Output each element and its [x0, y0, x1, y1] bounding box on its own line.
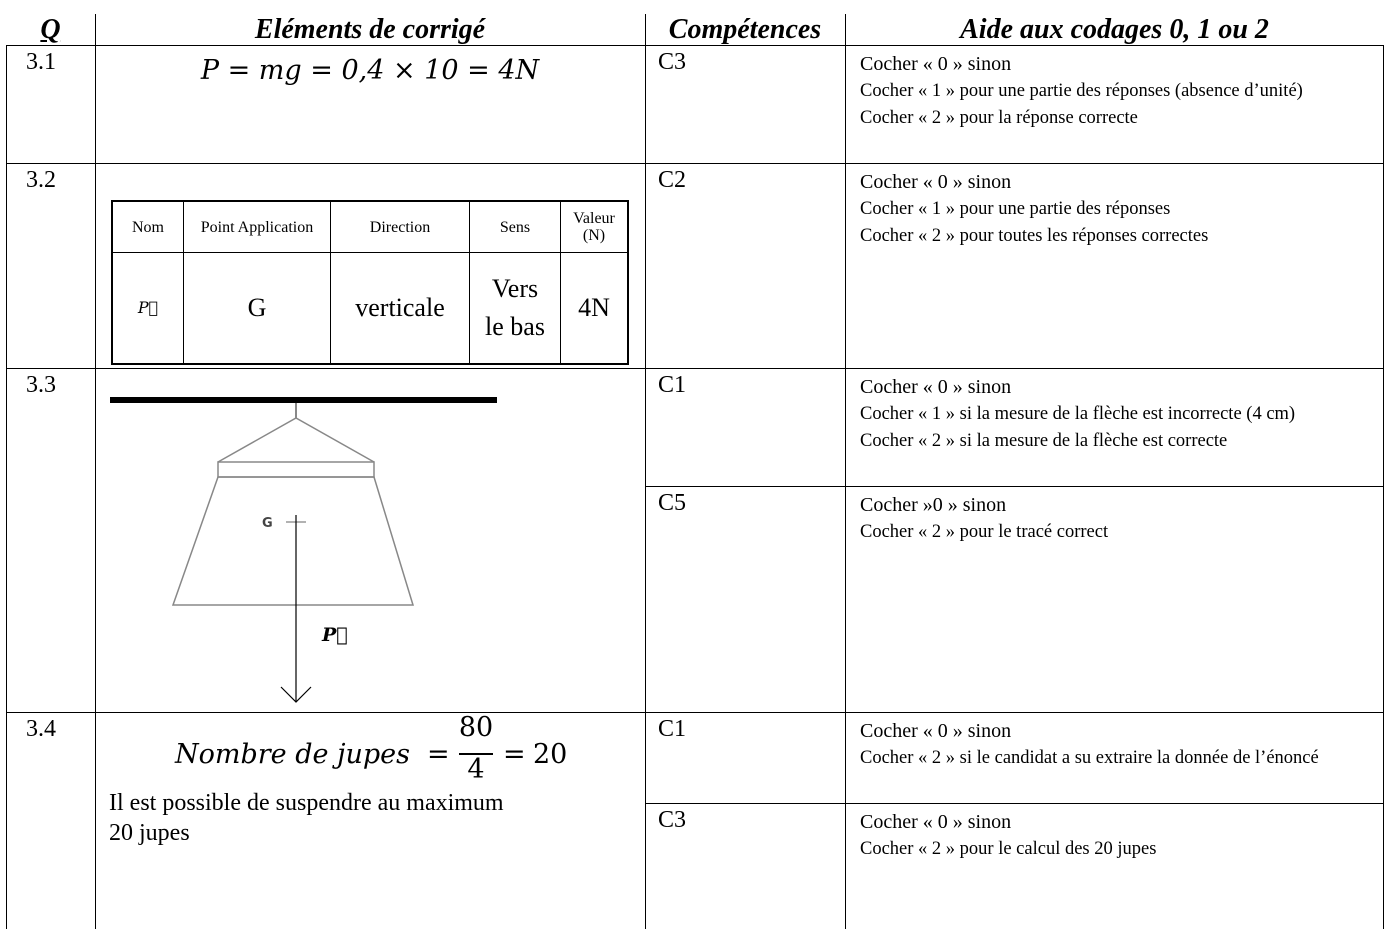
formula-equals: =	[427, 739, 450, 770]
aide-line: Cocher »0 » sinon	[860, 494, 1007, 516]
aide: Cocher « 0 » sinon Cocher « 1 » pour une …	[860, 51, 1370, 132]
competence: C3	[658, 49, 687, 75]
aide-line: Cocher « 0 » sinon	[860, 171, 1012, 193]
aide: Cocher « 0 » sinon Cocher « 2 » pour le c…	[860, 809, 1370, 863]
header-q: Q	[40, 14, 61, 45]
border	[845, 14, 846, 929]
formula-result: 20	[533, 739, 568, 770]
header-elements: Eléments de corrigé	[254, 14, 486, 45]
table-cell: G	[183, 252, 331, 365]
formula: Nombre de jupes = 80 4 = 20	[175, 712, 605, 788]
fraction-bar	[459, 753, 493, 755]
formula: P = mg = 0,4 × 10 = 4N	[200, 55, 540, 86]
border	[6, 163, 1384, 164]
aide-line: Cocher « 1 » si la mesure de la flèche e…	[860, 404, 1296, 424]
question: 3.4	[26, 716, 56, 742]
aide-line: Cocher « 2 » si le candidat a su extrair…	[860, 748, 1319, 768]
question: 3.1	[26, 49, 56, 75]
aide-line: Cocher « 0 » sinon	[860, 53, 1012, 75]
aide-line: Cocher « 2 » pour le calcul des 20 jupes	[860, 839, 1157, 859]
aide-line: Cocher « 2 » pour le tracé correct	[860, 522, 1109, 542]
border	[6, 45, 7, 929]
table-header: Direction	[330, 200, 470, 253]
header-aide: Aide aux codages 0, 1 ou 2	[960, 14, 1269, 45]
aide-line: Cocher « 0 » sinon	[860, 720, 1012, 742]
table-cell: 4N	[560, 252, 629, 365]
force-table: Nom Point Application Direction Sens Val…	[111, 200, 629, 365]
border	[645, 14, 646, 929]
border	[6, 712, 1384, 713]
aide: Cocher « 0 » sinon Cocher « 1 » pour une …	[860, 169, 1370, 250]
border	[1383, 45, 1384, 929]
competence: C2	[658, 167, 687, 193]
answer-text: Il est possible de suspendre au maximum …	[109, 790, 504, 846]
aide-line: Cocher « 2 » si la mesure de la flèche e…	[860, 431, 1228, 451]
aide-line: Cocher « 0 » sinon	[860, 376, 1012, 398]
vector-label: P⃗	[321, 624, 348, 646]
formula-equals: =	[503, 739, 526, 770]
aide: Cocher »0 » sinon Cocher « 2 » pour le tr…	[860, 492, 1370, 546]
question: 3.3	[26, 372, 56, 398]
point-label: G	[262, 516, 273, 531]
border	[95, 14, 96, 929]
question: 3.2	[26, 167, 56, 193]
table-cell: Vers le bas	[469, 252, 561, 365]
aide-line: Cocher « 2 » pour toutes les réponses co…	[860, 226, 1209, 246]
aide: Cocher « 0 » sinon Cocher « 1 » si la mes…	[860, 374, 1370, 455]
table-cell: P⃗	[111, 252, 184, 365]
aide: Cocher « 0 » sinon Cocher « 2 » si le can…	[860, 718, 1370, 772]
header-competences: Compétences	[668, 14, 822, 45]
table-header: Valeur (N)	[560, 200, 629, 253]
competence: C1	[658, 372, 687, 398]
drawing	[110, 397, 497, 703]
table-cell: verticale	[330, 252, 470, 365]
aide-line: Cocher « 2 » pour la réponse correcte	[860, 108, 1138, 128]
figure: G P⃗	[110, 397, 497, 703]
aide-line: Cocher « 0 » sinon	[860, 811, 1012, 833]
aide-line: Cocher « 1 » pour une partie des réponse…	[860, 199, 1171, 219]
table-header: Sens	[469, 200, 561, 253]
border	[645, 803, 1384, 804]
aide-line: Cocher « 1 » pour une partie des réponse…	[860, 81, 1303, 101]
formula-lhs: Nombre de jupes	[175, 739, 410, 770]
border	[645, 486, 1384, 487]
numerator: 80	[458, 712, 494, 743]
denominator: 4	[467, 754, 485, 785]
competence: C3	[658, 807, 687, 833]
border	[6, 45, 1384, 46]
competence: C5	[658, 490, 687, 516]
table-header: Nom	[111, 200, 184, 253]
border	[6, 368, 1384, 369]
table-header: Point Application	[183, 200, 331, 253]
competence: C1	[658, 716, 687, 742]
